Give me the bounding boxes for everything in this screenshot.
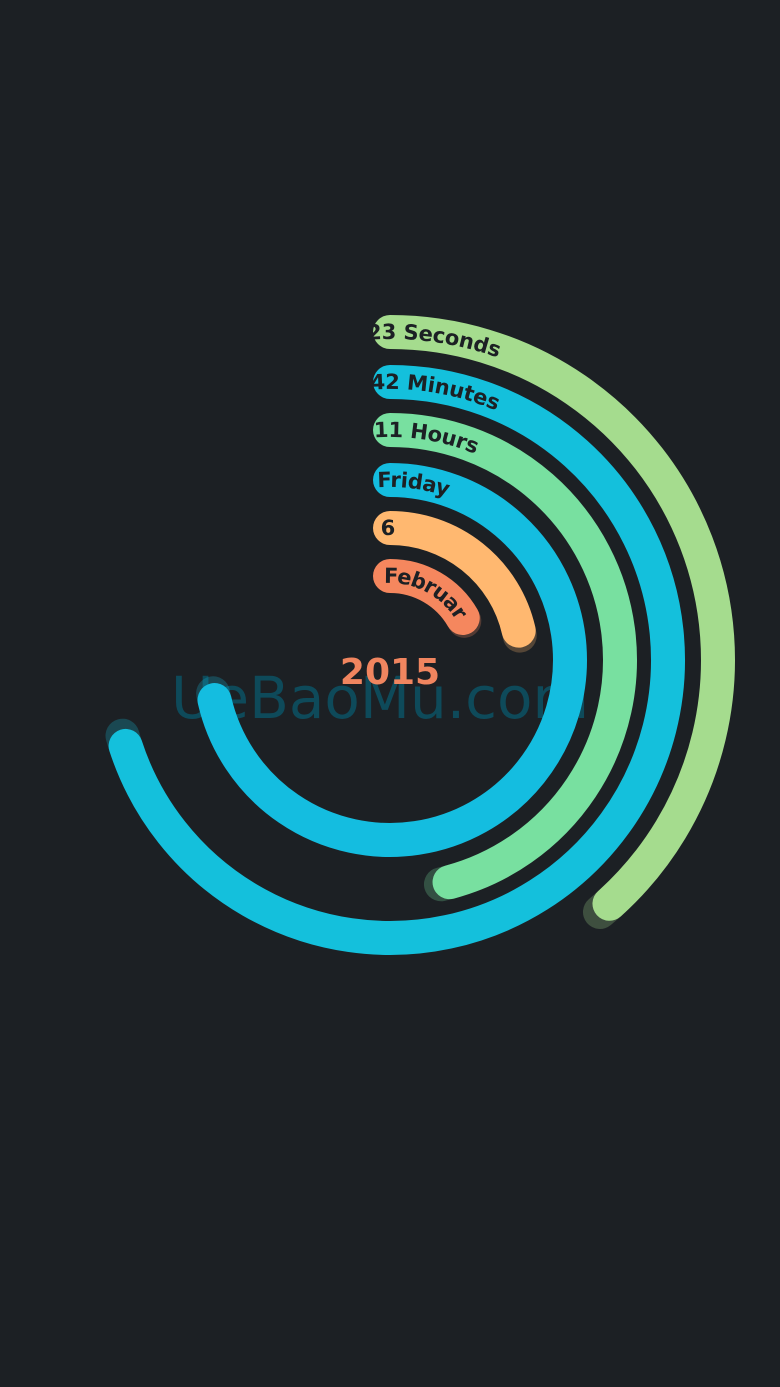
ring-day-label-text: 6 [380, 516, 395, 540]
ring-month-arc [373, 559, 480, 635]
year-label: 2015 [340, 652, 440, 693]
ring-hours-label-text: 11 Hours [373, 418, 482, 459]
ring-seconds-label-text: 23 Seconds [366, 320, 504, 362]
ring-seconds-label: 23 Seconds [366, 320, 504, 362]
ring-hours-label: 11 Hours [373, 418, 482, 459]
watermark-text: UeBaoMu.com [171, 664, 589, 732]
ring-day-arc [373, 511, 536, 648]
ring-hours-arc [373, 413, 637, 900]
ring-minutes-arc [108, 365, 685, 955]
ring-day-label: 6 [380, 516, 395, 540]
ring-seconds-arc [373, 315, 735, 921]
ring-weekday-arc [197, 463, 587, 857]
